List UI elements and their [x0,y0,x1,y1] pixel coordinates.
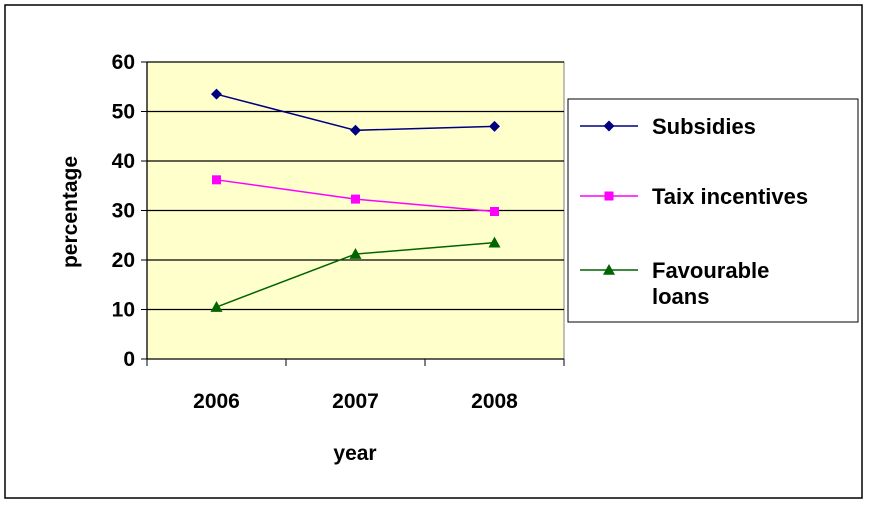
legend-marker [603,120,615,132]
y-tick-label: 20 [112,249,135,272]
x-axis-ticks: 2006 2007 2008 [146,359,565,413]
data-point [211,88,222,100]
legend-entry: Subsidies [580,114,756,139]
series-layer [210,88,501,312]
data-point [349,248,362,259]
data-point [488,236,501,248]
data-point [490,206,499,216]
x-tick-label: 2008 [471,390,518,413]
series-1 [212,175,499,216]
x-tick-label: 2007 [332,390,379,413]
legend-label: Subsidies [652,114,756,139]
y-tick-label: 30 [112,200,135,223]
y-tick-label: 10 [112,299,135,322]
legend-entry: Taix incentives [580,184,808,209]
legend: Subsidies Taix incentives Favourable loans [567,98,859,323]
legend-marker [603,264,615,275]
y-tick-label: 60 [112,51,135,74]
y-axis-title: percentage [59,156,82,268]
legend-marker [604,191,614,201]
y-tick-label: 0 [123,348,135,371]
data-point [350,124,361,136]
data-point [212,175,221,185]
x-tick-label: 2006 [193,390,240,413]
x-axis-title: year [333,442,376,465]
legend-box [567,98,859,323]
data-point [210,301,223,312]
legend-entry: Favourable loans [580,258,769,309]
series-0 [211,88,500,136]
y-axis-ticks: 0 10 20 30 40 50 60 [112,51,147,371]
legend-label: Taix incentives [652,184,808,209]
y-tick-label: 50 [112,101,135,124]
legend-label: Favourable loans [652,258,769,309]
y-tick-label: 40 [112,150,135,173]
data-point [351,194,360,204]
data-point [489,120,500,132]
series-2 [210,236,501,312]
